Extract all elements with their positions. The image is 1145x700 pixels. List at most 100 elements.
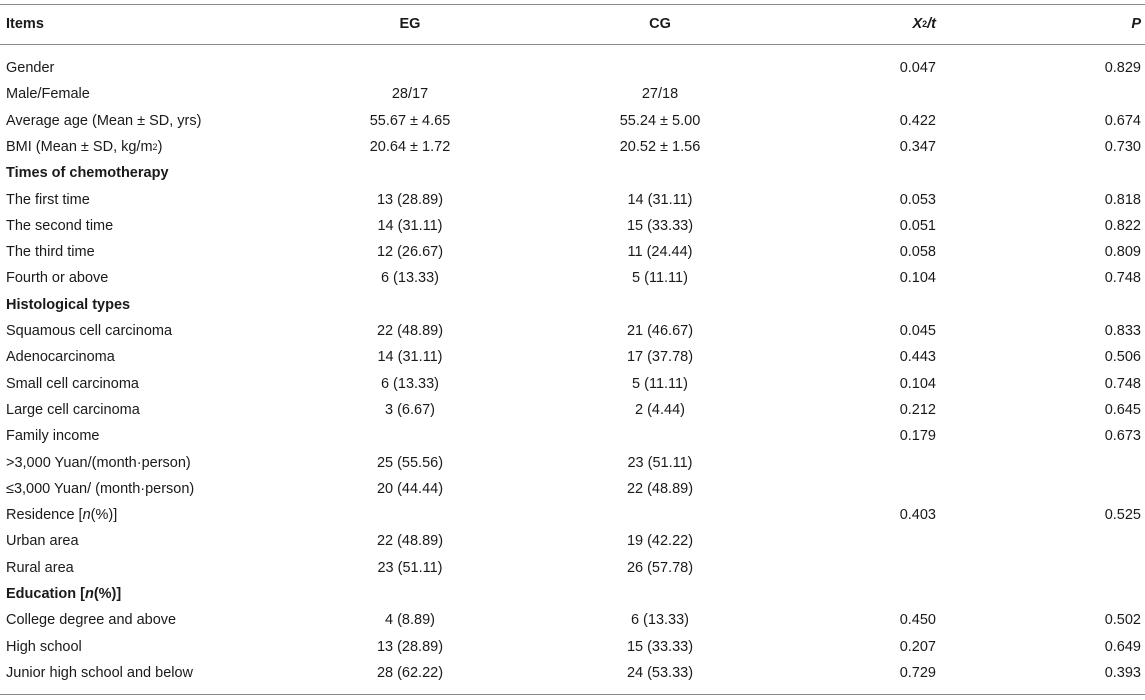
row-label: Large cell carcinoma xyxy=(6,401,140,418)
table-header-row: Items EG CG X 2/t P xyxy=(0,6,1145,42)
x2-t-value xyxy=(780,450,936,476)
p-value xyxy=(960,160,1141,186)
x2-t-value: 0.450 xyxy=(899,612,936,629)
table-row: The second time 14 (31.11) 15 (33.33) 0.051… xyxy=(0,213,1145,239)
p-value: 0.506 xyxy=(1104,349,1141,366)
table-row: Small cell carcinoma 6 (13.33) 5 (11.11) 0.… xyxy=(0,371,1145,397)
row-label: Male/Female xyxy=(6,86,90,103)
cg-value xyxy=(560,292,760,318)
x2-t-value xyxy=(780,160,936,186)
cg-value: 5 (11.11) xyxy=(632,375,688,392)
header-x2-base: X xyxy=(912,16,923,32)
eg-value: 25 (55.56) xyxy=(376,454,444,471)
x2-t-value xyxy=(780,81,936,107)
row-label: High school xyxy=(6,638,82,655)
row-label: The third time xyxy=(6,244,95,261)
x2-t-value: 0.058 xyxy=(899,244,936,261)
row-label: Times of chemotherapy xyxy=(6,165,169,182)
x2-t-value xyxy=(780,292,936,318)
row-label: Histological types xyxy=(6,296,131,313)
table-top-rule xyxy=(0,4,1145,5)
eg-value: 28 (62.22) xyxy=(376,664,444,681)
x2-t-value: 0.729 xyxy=(899,664,936,681)
p-value: 0.748 xyxy=(1104,375,1141,392)
table-row: College degree and above 4 (8.89) 6 (13.33… xyxy=(0,607,1145,633)
eg-value: 22 (48.89) xyxy=(376,323,444,339)
eg-value: 4 (8.89) xyxy=(385,612,435,629)
table-row: Junior high school and below 28 (62.22) 24… xyxy=(0,660,1145,686)
eg-value xyxy=(310,423,510,449)
row-label: >3,000 Yuan/(month·person) xyxy=(6,454,191,471)
table-row: Rural area 23 (51.11) 26 (57.78) xyxy=(0,555,1145,581)
eg-value: 14 (31.11) xyxy=(377,217,443,234)
eg-value: 13 (28.89) xyxy=(376,191,444,208)
table-row: The first time 13 (28.89) 14 (31.11) 0.053 0… xyxy=(0,187,1145,213)
table-bottom-rule xyxy=(0,694,1145,695)
eg-value xyxy=(310,581,510,607)
table-row: The third time 12 (26.67) 11 (24.44) 0.058 0… xyxy=(0,239,1145,265)
cg-value: 27/18 xyxy=(641,86,679,103)
eg-value: 20.64 ± 1.72 xyxy=(369,138,451,155)
row-label: Gender xyxy=(6,60,55,76)
eg-value xyxy=(310,55,510,81)
p-value xyxy=(960,450,1141,476)
table-header-rule xyxy=(0,44,1145,45)
table-row: Family income 0.179 0.673 xyxy=(0,423,1145,449)
table-row: ≤3,000 Yuan/ (month·person) 20 (44.44) 22 … xyxy=(0,476,1145,502)
x2-t-value: 0.422 xyxy=(899,112,936,129)
cg-value: 6 (13.33) xyxy=(630,612,690,629)
table-row: Squamous cell carcinoma 22 (48.89) 21 (46.… xyxy=(0,318,1145,344)
row-label: The first time xyxy=(6,191,90,208)
table-row: Residence [n (%)] 0.403 0.525 xyxy=(0,502,1145,528)
cg-value: 26 (57.78) xyxy=(626,559,694,576)
cg-value: 11 (24.44) xyxy=(627,244,693,261)
x2-t-value: 0.051 xyxy=(899,217,936,234)
header-p: P xyxy=(1131,16,1141,32)
eg-value: 13 (28.89) xyxy=(376,638,444,655)
row-label: Average age (Mean ± SD, yrs) xyxy=(6,112,202,129)
p-value xyxy=(960,528,1141,554)
p-value: 0.502 xyxy=(1104,612,1141,629)
eg-value: 3 (6.67) xyxy=(385,401,435,418)
eg-value: 12 (26.67) xyxy=(376,244,444,261)
header-cg: CG xyxy=(649,16,671,32)
row-label: College degree and above xyxy=(6,612,177,629)
row-label: The second time xyxy=(6,217,114,234)
row-label: Education [n (%)] xyxy=(6,586,122,602)
table-row: Education [n (%)] xyxy=(0,581,1145,607)
row-label: ≤3,000 Yuan/ (month·person) xyxy=(6,480,195,497)
cg-value: 2 (4.44) xyxy=(635,401,685,418)
p-value xyxy=(960,555,1141,581)
eg-value xyxy=(310,160,510,186)
x2-t-value: 0.179 xyxy=(899,428,936,445)
eg-value xyxy=(310,502,510,528)
row-label: Fourth or above xyxy=(6,270,109,287)
cg-value xyxy=(560,581,760,607)
p-value: 0.829 xyxy=(1104,60,1141,76)
cg-value: 15 (33.33) xyxy=(626,217,694,234)
p-value: 0.649 xyxy=(1104,638,1141,655)
eg-value: 28/17 xyxy=(391,86,429,103)
row-label: Junior high school and below xyxy=(6,664,194,681)
table-row: Gender 0.047 0.829 xyxy=(0,55,1145,81)
x2-t-value: 0.047 xyxy=(899,60,936,76)
p-value: 0.393 xyxy=(1104,664,1141,681)
x2-t-value: 0.053 xyxy=(899,191,936,208)
cg-value: 23 (51.11) xyxy=(627,454,693,471)
header-x2-t: X 2/t xyxy=(912,16,936,32)
table-row: Times of chemotherapy xyxy=(0,160,1145,186)
cg-value: 17 (37.78) xyxy=(626,349,694,366)
eg-value: 22 (48.89) xyxy=(376,533,444,550)
table-row: Large cell carcinoma 3 (6.67) 2 (4.44) 0.21… xyxy=(0,397,1145,423)
p-value xyxy=(960,581,1141,607)
cg-value: 55.24 ± 5.00 xyxy=(619,112,701,129)
x2-t-value xyxy=(780,528,936,554)
table-row: Urban area 22 (48.89) 19 (42.22) xyxy=(0,528,1145,554)
header-x2-tail: /t xyxy=(927,16,936,32)
row-label: Residence [n (%)] xyxy=(6,507,118,524)
p-value xyxy=(960,81,1141,107)
cg-value xyxy=(560,160,760,186)
p-value: 0.748 xyxy=(1104,270,1141,287)
table-row: >3,000 Yuan/(month·person) 25 (55.56) 23 (… xyxy=(0,450,1145,476)
row-label: Urban area xyxy=(6,533,79,550)
